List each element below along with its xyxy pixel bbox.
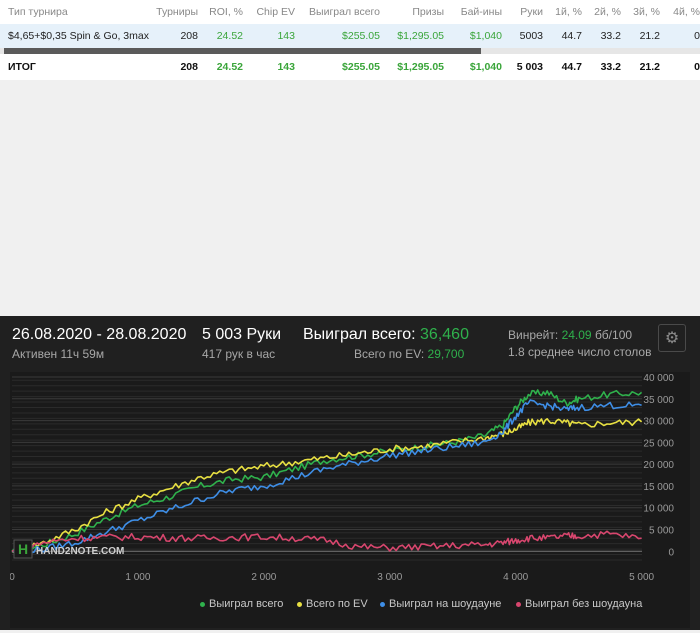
watermark-text: HAND2NOTE.COM bbox=[36, 546, 124, 557]
date-range: 26.08.2020 - 28.08.2020 bbox=[12, 326, 187, 343]
headers-cell-2: ROI, % bbox=[209, 6, 243, 18]
legend-label: Выиграл без шоудауна bbox=[525, 598, 643, 610]
legend-dot-icon bbox=[516, 601, 521, 607]
headers-cell-11: 4й, % bbox=[673, 6, 700, 18]
row-cell-1: 208 bbox=[180, 30, 198, 42]
chart-svg: 0 5 000 10 000 15 000 20 000 25 000 30 000 35 0… bbox=[9, 373, 674, 583]
x-tick-label: 3 000 bbox=[377, 572, 402, 583]
row-cell-9: 33.2 bbox=[600, 30, 621, 42]
legend-item-1[interactable]: Всего по EV bbox=[297, 598, 368, 610]
y-tick-label: 30 000 bbox=[643, 417, 674, 428]
x-tick-label: 0 bbox=[10, 572, 15, 583]
row-cell-10: 21.2 bbox=[639, 30, 660, 42]
series-line-0 bbox=[11, 389, 643, 554]
won-total-label: Выиграл всего: bbox=[303, 326, 416, 343]
total-cell-0: ИТОГ bbox=[8, 61, 36, 73]
legend-dot-icon bbox=[297, 601, 302, 607]
legend-dot-icon bbox=[200, 601, 205, 607]
hands-count: 5 003 Руки bbox=[202, 326, 282, 343]
headers-cell-1: Турниры bbox=[156, 6, 198, 18]
ev-total-value: 29,700 bbox=[427, 347, 465, 361]
y-tick-label: 15 000 bbox=[643, 482, 674, 493]
active-time: Активен 11ч 59м bbox=[12, 347, 105, 361]
tables-average: 1.8 среднее число столов bbox=[508, 345, 652, 359]
y-tick-label: 5 000 bbox=[649, 526, 674, 537]
series-line-2 bbox=[11, 399, 642, 554]
legend-label: Всего по EV bbox=[306, 598, 368, 610]
hands-per-hour: 417 рук в час bbox=[202, 347, 276, 361]
x-tick-label: 1 000 bbox=[125, 572, 150, 583]
scrollbar-thumb[interactable] bbox=[4, 48, 481, 54]
total-cell-3: 143 bbox=[277, 61, 295, 73]
total-cell-10: 21.2 bbox=[639, 61, 660, 73]
legend-label: Выиграл всего bbox=[209, 598, 284, 610]
y-tick-label: 40 000 bbox=[643, 373, 674, 384]
y-tick-label: 20 000 bbox=[643, 460, 674, 471]
horizontal-scrollbar[interactable] bbox=[0, 48, 700, 54]
headers-cell-4: Выиграл всего bbox=[309, 6, 380, 18]
row-cell-11: 0 bbox=[694, 30, 700, 42]
table-header: Тип турнира Турниры ROI, % Chip EV Выиграл в… bbox=[0, 0, 700, 24]
row-cell-3: 143 bbox=[277, 30, 295, 42]
series-line-1 bbox=[11, 417, 643, 554]
legend-item-0[interactable]: Выиграл всего bbox=[200, 598, 283, 610]
winrate-unit: бб/100 bbox=[594, 328, 633, 342]
logo-h-icon: H bbox=[18, 541, 28, 557]
legend-label: Выиграл на шоудауне bbox=[389, 598, 502, 610]
table-row[interactable]: $4,65+$0,35 Spin & Go, 3max 208 24.52 143 $2… bbox=[0, 24, 700, 48]
winrate-label: Винрейт: bbox=[508, 328, 559, 342]
winrate-value: 24.09 bbox=[561, 328, 592, 342]
results-table: Тип турнира Турниры ROI, % Chip EV Выиграл в… bbox=[0, 0, 700, 80]
total-cell-2: 24.52 bbox=[216, 61, 243, 73]
won-total-value: 36,460 bbox=[420, 326, 469, 343]
chart-area: 0 5 000 10 000 15 000 20 000 25 000 30 000 35 0… bbox=[9, 372, 690, 628]
won-total: Выиграл всего: 36,460 bbox=[303, 326, 469, 344]
total-cell-6: $1,040 bbox=[469, 61, 502, 73]
x-tick-label: 2 000 bbox=[251, 572, 276, 583]
headers-cell-3: Chip EV bbox=[256, 6, 295, 18]
headers-cell-5: Призы bbox=[412, 6, 444, 18]
row-cell-0: $4,65+$0,35 Spin & Go, 3max bbox=[8, 30, 149, 42]
row-cell-8: 44.7 bbox=[561, 30, 582, 42]
row-cell-7: 5003 bbox=[519, 30, 543, 42]
y-tick-label: 0 bbox=[668, 547, 674, 558]
headers-cell-6: Бай-ины bbox=[460, 6, 502, 18]
total-cell-8: 44.7 bbox=[561, 61, 582, 73]
legend-item-3[interactable]: Выиграл без шоудауна bbox=[516, 598, 642, 610]
y-tick-label: 25 000 bbox=[643, 438, 674, 449]
gear-icon: ⚙ bbox=[664, 330, 680, 347]
row-cell-4: $255.05 bbox=[342, 30, 380, 42]
settings-button[interactable]: ⚙ bbox=[658, 324, 686, 352]
legend-dot-icon bbox=[380, 601, 385, 607]
x-tick-label: 4 000 bbox=[503, 572, 528, 583]
headers-cell-9: 2й, % bbox=[594, 6, 621, 18]
y-tick-label: 35 000 bbox=[643, 395, 674, 406]
headers-cell-8: 1й, % bbox=[555, 6, 582, 18]
series-line-3 bbox=[11, 530, 642, 553]
total-cell-7: 5 003 bbox=[516, 61, 543, 73]
winrate: Винрейт: 24.09 бб/100 bbox=[508, 328, 632, 342]
total-cell-5: $1,295.05 bbox=[397, 61, 444, 73]
row-cell-5: $1,295.05 bbox=[397, 30, 444, 42]
graph-panel: 26.08.2020 - 28.08.2020 Активен 11ч 59м … bbox=[0, 316, 700, 630]
ev-total-label: Всего по EV: bbox=[354, 347, 425, 361]
headers-cell-10: 3й, % bbox=[633, 6, 660, 18]
table-total-row: ИТОГ 208 24.52 143 $255.05 $1,295.05 $1,040 5 0… bbox=[0, 54, 700, 80]
hand2note-logo: H HAND2NOTE.COM bbox=[13, 539, 124, 559]
y-tick-label: 10 000 bbox=[643, 504, 674, 515]
total-cell-9: 33.2 bbox=[600, 61, 621, 73]
legend-item-2[interactable]: Выиграл на шоудауне bbox=[380, 598, 501, 610]
x-tick-label: 5 000 bbox=[629, 572, 654, 583]
total-cell-4: $255.05 bbox=[342, 61, 380, 73]
logo-mark bbox=[13, 539, 33, 559]
total-cell-1: 208 bbox=[180, 61, 198, 73]
row-cell-2: 24.52 bbox=[216, 30, 243, 42]
row-cell-6: $1,040 bbox=[469, 30, 502, 42]
headers-cell-0: Тип турнира bbox=[8, 6, 68, 18]
ev-total: Всего по EV: 29,700 bbox=[354, 347, 464, 361]
headers-cell-7: Руки bbox=[520, 6, 543, 18]
total-cell-11: 0 bbox=[694, 61, 700, 73]
